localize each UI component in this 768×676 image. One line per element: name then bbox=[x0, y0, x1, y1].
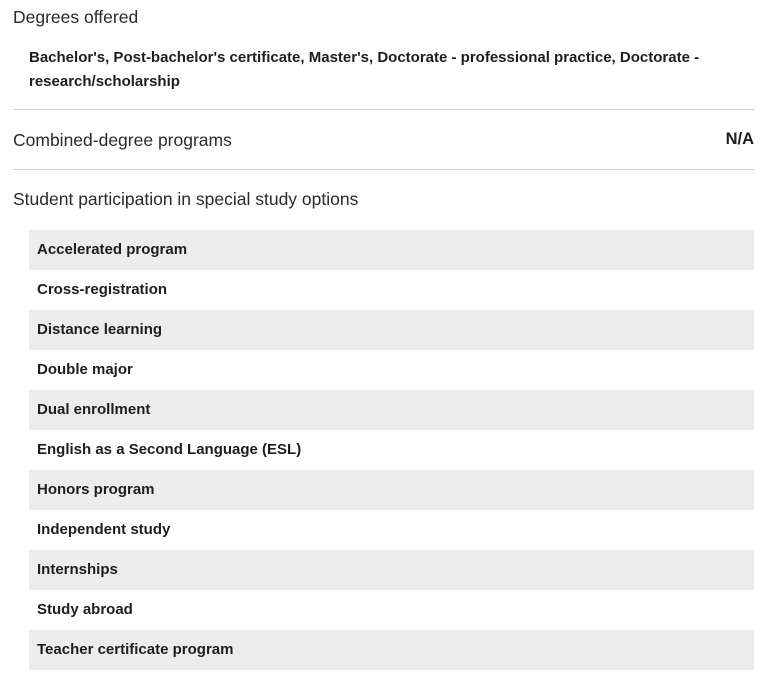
combined-degree-label: Combined-degree programs bbox=[13, 129, 232, 150]
study-option-study-abroad: Study abroad bbox=[37, 601, 133, 618]
study-option-honors-program: Honors program bbox=[29, 470, 754, 510]
study-option-independent-study: Independent study bbox=[37, 521, 171, 538]
study-options-list: Accelerated program Cross-registration D… bbox=[29, 230, 754, 670]
combined-degree-row: Combined-degree programs N/A bbox=[13, 110, 754, 169]
section-divider bbox=[13, 109, 754, 110]
study-option-teacher-certificate: Teacher certificate program bbox=[29, 630, 754, 670]
study-options-heading: Student participation in special study o… bbox=[13, 189, 359, 209]
study-option-internships: Internships bbox=[29, 550, 754, 590]
section-divider bbox=[13, 169, 754, 170]
study-option-cross-registration: Cross-registration bbox=[37, 281, 168, 298]
study-option-distance-learning: Distance learning bbox=[29, 310, 754, 350]
study-option-accelerated-program: Accelerated program bbox=[29, 230, 754, 270]
degrees-offered-value: Bachelor's, Post-bachelor's certificate,… bbox=[29, 49, 700, 90]
combined-degree-value: N/A bbox=[725, 130, 754, 148]
study-option-esl: English as a Second Language (ESL) bbox=[37, 441, 302, 458]
study-option-dual-enrollment: Dual enrollment bbox=[29, 390, 754, 430]
study-option-double-major: Double major bbox=[37, 361, 133, 378]
degrees-offered-heading: Degrees offered bbox=[13, 7, 139, 27]
